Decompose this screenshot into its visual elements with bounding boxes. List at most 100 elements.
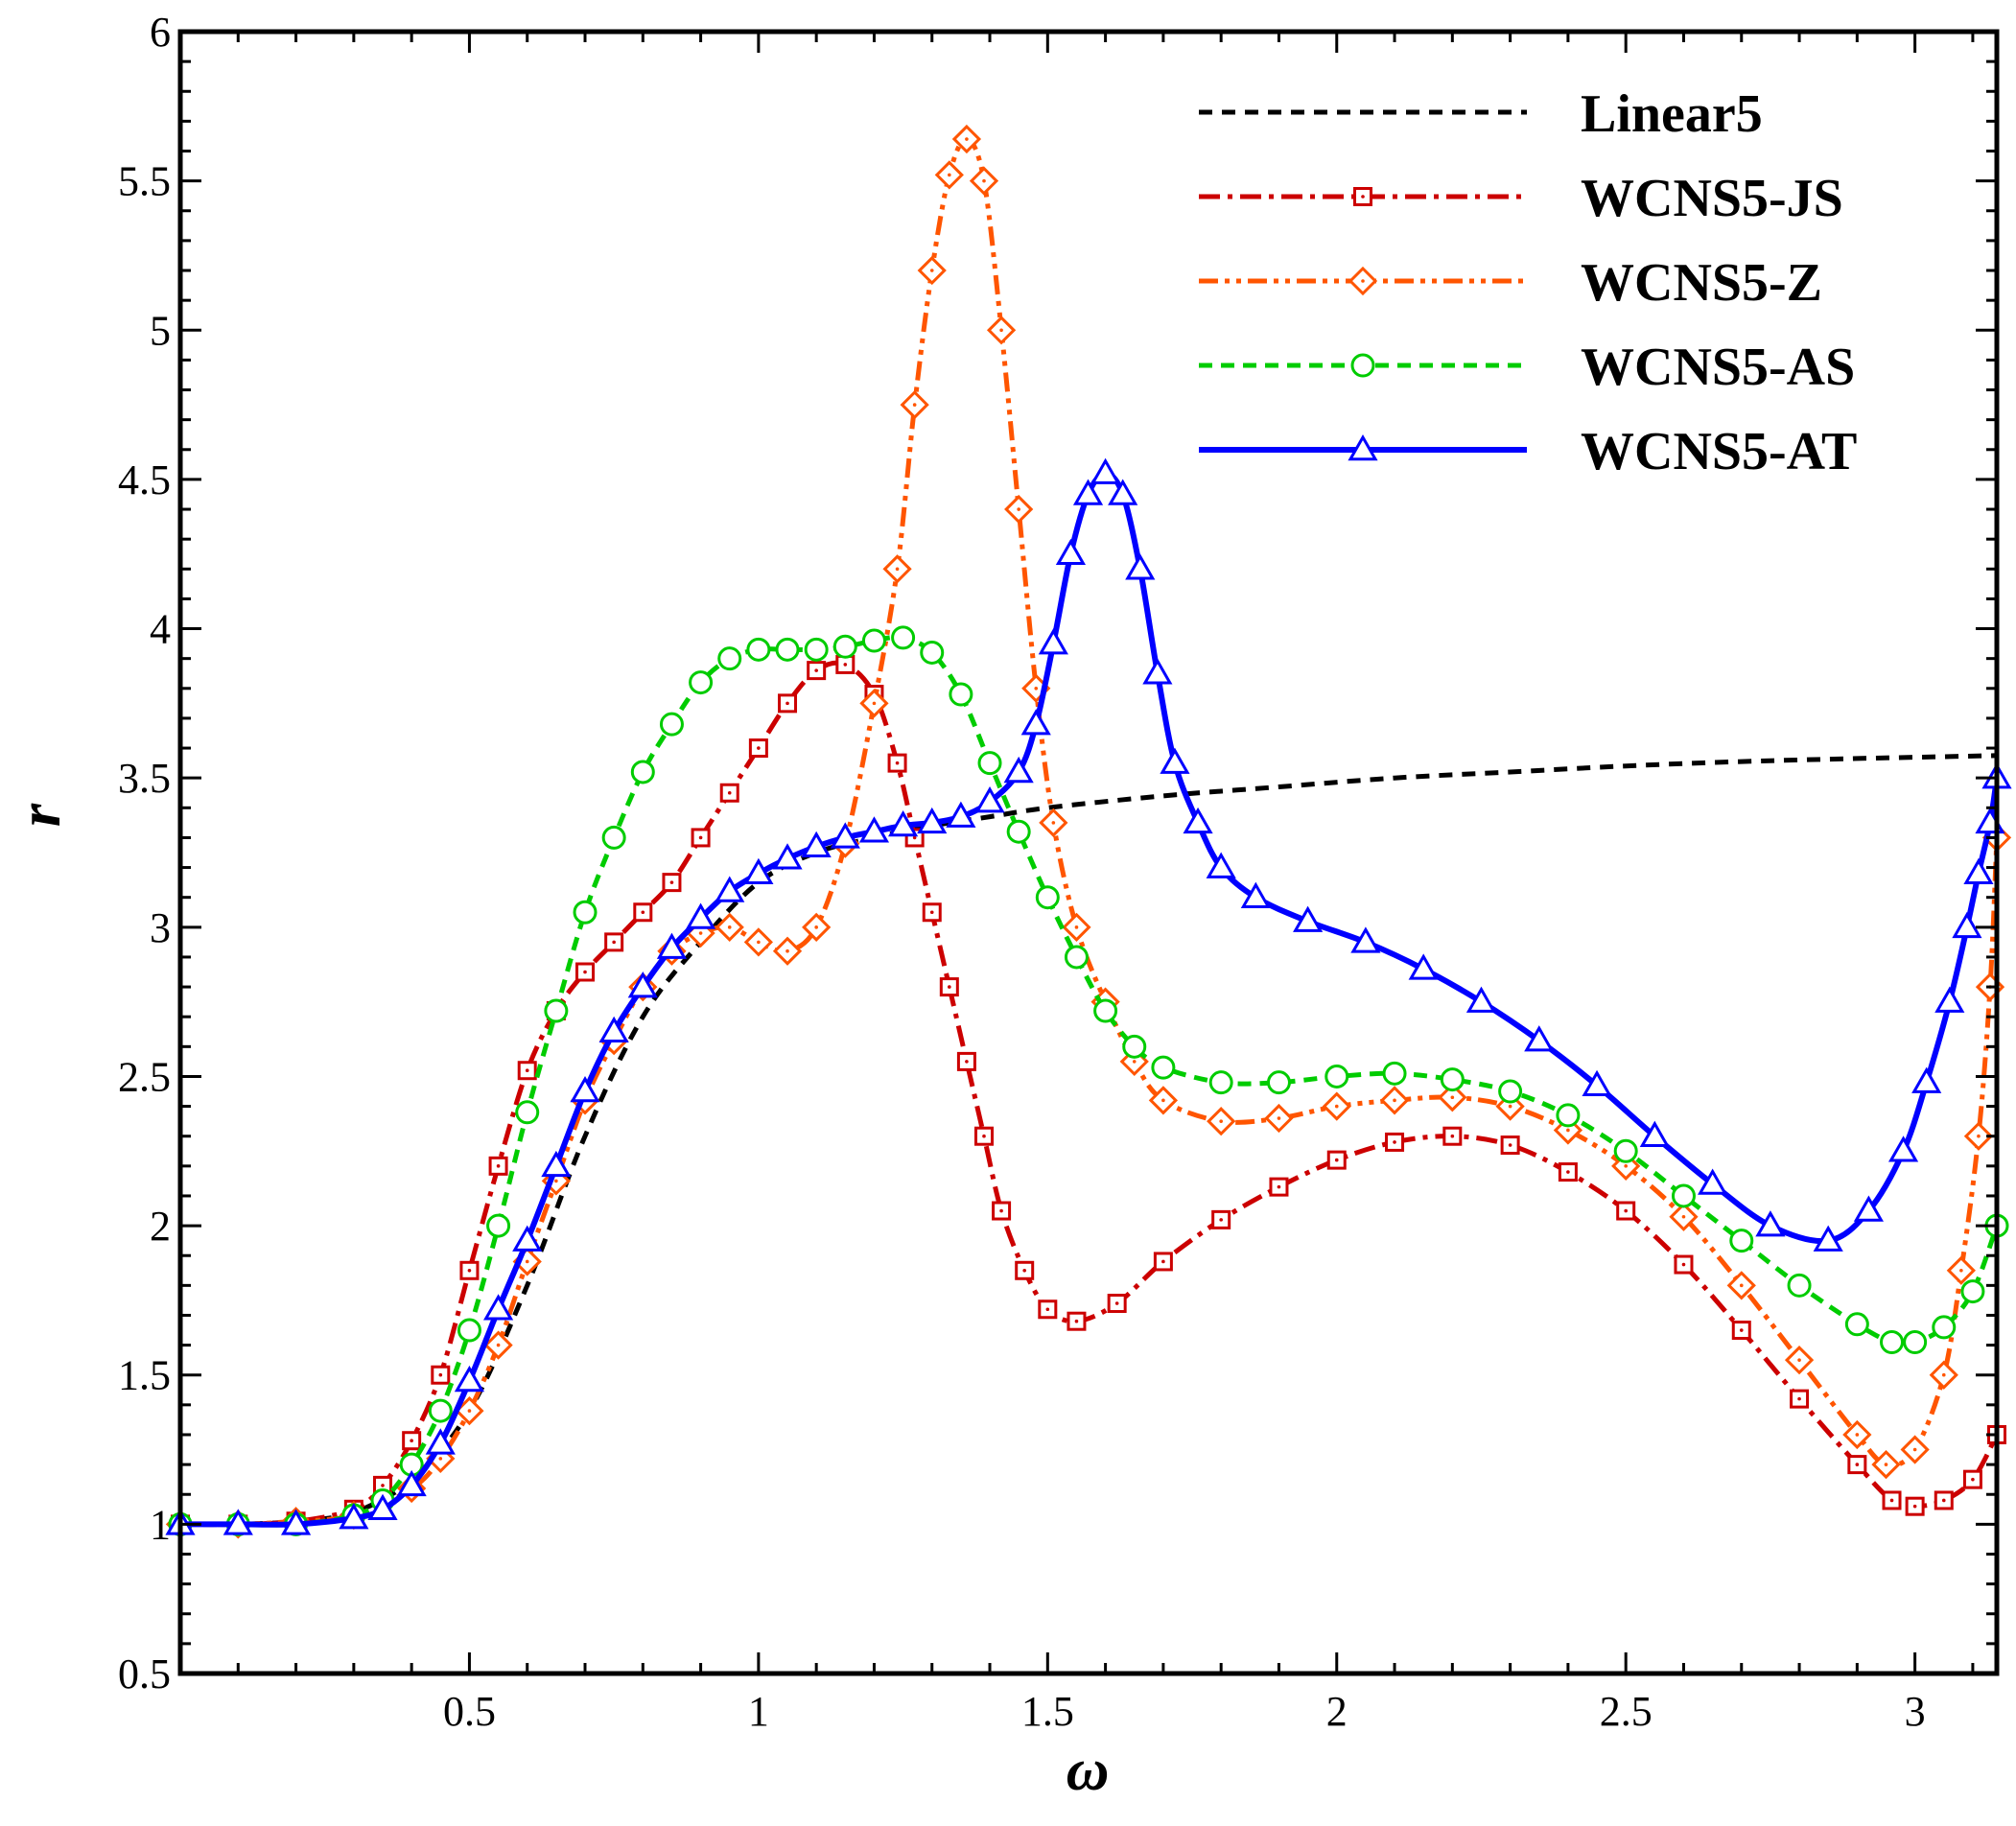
data-point-wcns5-js-dot	[895, 761, 900, 765]
y-tick-label: 6	[150, 9, 171, 56]
data-point-wcns5-at	[974, 786, 1005, 813]
data-point-wcns5-at	[743, 857, 774, 885]
data-point-wcns5-js-dot	[1889, 1498, 1894, 1503]
data-point-wcns5-z-dot	[785, 948, 789, 953]
legend-entry-linear5: Linear5	[1199, 84, 1763, 144]
data-point-wcns5-js-dot	[912, 835, 917, 840]
data-point-wcns5-z-dot	[912, 403, 917, 407]
data-point-wcns5-at	[367, 1493, 398, 1521]
data-point-wcns5-js-dot	[467, 1268, 472, 1273]
x-tick-label: 3	[1905, 1688, 1926, 1735]
y-tick-label: 4	[150, 606, 171, 653]
data-point-wcns5-js-dot	[1739, 1328, 1744, 1332]
data-point-wcns5-as	[573, 900, 598, 925]
data-point-wcns5-as	[689, 670, 714, 695]
data-point-wcns5-as	[1556, 1103, 1581, 1128]
data-point-wcns5-as	[1844, 1312, 1869, 1337]
series-wcns5-at	[165, 457, 2012, 1535]
data-point-wcns5-at	[1465, 986, 1497, 1013]
data-point-wcns5-at	[801, 831, 832, 858]
data-point-wcns5-as	[1324, 1064, 1349, 1089]
data-point-wcns5-z-dot	[727, 925, 732, 929]
data-point-wcns5-as	[1613, 1138, 1638, 1163]
data-point-wcns5-at	[656, 932, 688, 959]
legend-entry-wcns5-z: WCNS5-Z	[1199, 253, 1822, 313]
data-point-wcns5-js-dot	[1022, 1268, 1027, 1273]
x-tick-label: 0.5	[443, 1688, 496, 1735]
data-point-wcns5-z-dot	[1017, 507, 1020, 511]
data-point-wcns5-as	[977, 751, 1002, 776]
data-point-wcns5-as	[1932, 1315, 1957, 1340]
data-point-wcns5-at	[1813, 1225, 1843, 1252]
data-point-wcns5-at	[830, 822, 860, 849]
plot-frame	[177, 29, 2000, 1676]
data-point-wcns5-at	[1911, 1066, 1942, 1093]
y-tick-label: 5	[150, 307, 171, 354]
data-point-wcns5-at	[1524, 1025, 1555, 1052]
data-point-wcns5-at	[1952, 911, 1982, 939]
data-point-wcns5-at	[888, 809, 919, 837]
data-point-wcns5-js-dot	[1797, 1396, 1801, 1401]
x-tick-label: 2	[1326, 1688, 1348, 1735]
data-point-wcns5-at	[1055, 538, 1087, 565]
data-point-wcns5-js-dot	[1334, 1158, 1339, 1162]
data-point-wcns5-at	[1350, 926, 1381, 953]
data-point-wcns5-at	[1887, 1135, 1919, 1162]
data-point-wcns5-js-dot	[1681, 1262, 1686, 1267]
data-point-wcns5-at	[917, 807, 948, 834]
data-point-wcns5-js-dot	[1161, 1259, 1165, 1264]
data-point-wcns5-z-dot	[1977, 1134, 1981, 1138]
data-point-wcns5-js-dot	[982, 1134, 986, 1138]
y-tick-label: 3.5	[118, 755, 171, 802]
data-point-wcns5-z-dot	[1797, 1358, 1801, 1362]
data-point-wcns5-as	[1787, 1273, 1812, 1298]
data-point-wcns5-js-dot	[583, 970, 587, 974]
data-point-wcns5-z-dot	[895, 567, 900, 572]
data-point-wcns5-js-dot	[1277, 1184, 1281, 1189]
data-point-wcns5-js-dot	[843, 663, 848, 667]
data-point-wcns5-js-dot	[1912, 1504, 1917, 1509]
data-point-wcns5-z-dot	[1450, 1095, 1455, 1100]
y-axis-label: r	[8, 803, 73, 827]
data-point-wcns5-js-dot	[1450, 1134, 1455, 1138]
data-point-wcns5-as	[746, 637, 771, 662]
data-point-wcns5-as	[601, 825, 626, 850]
data-point-wcns5-at	[1125, 553, 1156, 580]
data-point-wcns5-js-dot	[1114, 1301, 1119, 1305]
data-point-wcns5-at	[1853, 1195, 1884, 1222]
data-point-wcns5-z-dot	[1681, 1214, 1686, 1219]
data-point-wcns5-at	[1698, 1168, 1728, 1195]
legend-entry-wcns5-as: WCNS5-AS	[1199, 338, 1855, 397]
data-point-wcns5-as	[515, 1100, 540, 1125]
data-point-wcns5-as	[775, 637, 800, 662]
data-point-wcns5-as	[920, 640, 945, 665]
data-point-wcns5-at	[715, 876, 745, 902]
x-tick-label: 2.5	[1600, 1688, 1653, 1735]
data-point-wcns5-js-dot	[1971, 1477, 1975, 1482]
y-tick-label: 2	[150, 1203, 171, 1250]
data-point-wcns5-at	[1293, 905, 1324, 932]
data-point-wcns5-at	[280, 1509, 312, 1535]
data-point-wcns5-at	[396, 1469, 427, 1497]
data-point-wcns5-js-dot	[641, 910, 645, 915]
data-point-wcns5-js-dot	[1508, 1143, 1512, 1147]
legend-marker-wcns5-at	[1348, 433, 1378, 461]
data-point-wcns5-js-dot	[929, 910, 934, 915]
data-point-wcns5-at	[1934, 986, 1965, 1013]
data-point-wcns5-as	[457, 1318, 481, 1343]
data-point-wcns5-z-dot	[1739, 1283, 1744, 1288]
data-point-wcns5-js-dot	[438, 1372, 443, 1377]
data-point-wcns5-z-dot	[496, 1343, 501, 1347]
legend-entry-wcns5-js: WCNS5-JS	[1199, 169, 1843, 228]
data-point-wcns5-as	[1960, 1279, 1985, 1304]
data-point-wcns5-js-dot	[525, 1068, 529, 1073]
x-tick-label: 1.5	[1021, 1688, 1074, 1735]
data-point-wcns5-as	[486, 1213, 511, 1238]
data-point-wcns5-js-dot	[814, 668, 818, 672]
series-line-linear5	[179, 753, 1998, 1528]
data-point-wcns5-js-dot	[1393, 1140, 1396, 1144]
data-point-wcns5-at	[512, 1225, 543, 1252]
data-point-wcns5-at	[1142, 658, 1173, 685]
data-point-wcns5-at	[598, 1016, 629, 1043]
